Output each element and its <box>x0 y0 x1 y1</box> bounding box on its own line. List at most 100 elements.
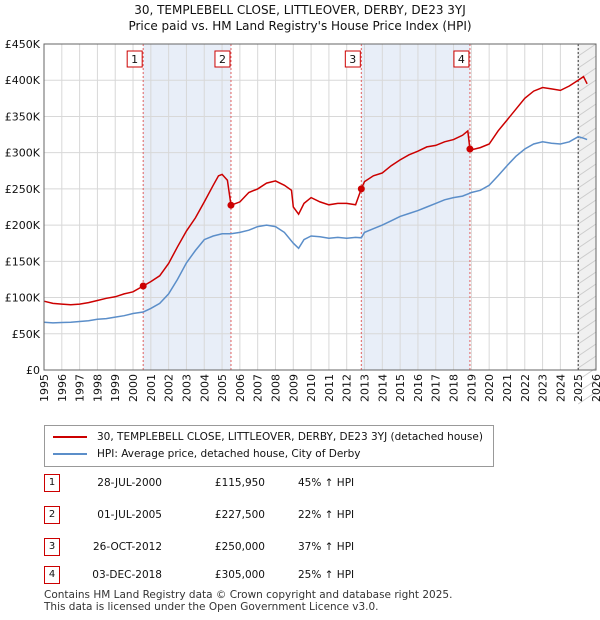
transaction-badge: 4 <box>44 566 60 584</box>
x-tick-label: 2008 <box>269 374 282 402</box>
forecast-hatch <box>577 307 597 321</box>
ownership-period-shade <box>143 44 231 370</box>
forecast-hatch <box>577 391 597 405</box>
sale-label-number: 4 <box>458 53 465 66</box>
x-tick-label: 2009 <box>287 374 300 402</box>
forecast-hatch <box>577 115 597 129</box>
transaction-row: 3 26-OCT-2012 £250,000 37% ↑ HPI <box>0 538 600 556</box>
x-tick-label: 2000 <box>127 374 140 402</box>
plot-area <box>44 44 596 370</box>
sale-label-box <box>344 50 361 68</box>
y-tick-label: £50K <box>12 328 41 341</box>
x-tick-label: 2024 <box>554 374 567 402</box>
sale-point <box>227 201 235 209</box>
transaction-date: 28-JUL-2000 <box>97 477 162 489</box>
forecast-hatch <box>577 55 597 69</box>
forecast-hatch <box>577 379 597 393</box>
legend-item-hpi: HPI: Average price, detached house, City… <box>53 446 360 462</box>
sale-point <box>357 185 365 193</box>
forecast-hatch <box>577 211 597 225</box>
x-tick-label: 2015 <box>394 374 407 402</box>
transaction-hpi: 25% ↑ HPI <box>298 569 355 581</box>
price-chart: 1 2 3 4 £0 £50K £100K £150K £200K £250K £300K £350K… <box>5 38 600 405</box>
sale-label-box <box>453 50 470 68</box>
forecast-hatch <box>577 139 597 153</box>
x-tick-label: 2002 <box>163 374 176 402</box>
transaction-date: 26-OCT-2012 <box>93 541 162 553</box>
sale-label-box <box>214 50 231 68</box>
x-tick-label: 1999 <box>109 374 122 402</box>
forecast-hatch <box>577 283 597 297</box>
forecast-hatch <box>577 247 597 261</box>
chart-legend: 30, TEMPLEBELL CLOSE, LITTLEOVER, DERBY,… <box>44 425 494 467</box>
forecast-hatch <box>577 91 597 105</box>
forecast-hatch <box>577 187 597 201</box>
transaction-price: £227,500 <box>214 509 265 521</box>
x-tick-label: 2007 <box>252 374 265 402</box>
y-tick-label: £250K <box>5 183 41 196</box>
forecast-hatch <box>577 163 597 177</box>
forecast-hatch <box>577 103 597 117</box>
transaction-row: 4 03-DEC-2018 £305,000 25% ↑ HPI <box>0 566 600 584</box>
forecast-hatch <box>577 175 597 189</box>
hpi-line <box>43 135 588 324</box>
x-tick-label: 1998 <box>91 374 104 402</box>
x-tick-label: 1997 <box>74 374 87 402</box>
transaction-hpi: 45% ↑ HPI <box>298 477 355 489</box>
sale-point <box>139 282 147 290</box>
legend-swatch-property <box>53 436 87 438</box>
sale-label-number: 3 <box>349 53 356 66</box>
transaction-badge: 3 <box>44 538 60 556</box>
footer-attribution: Contains HM Land Registry data © Crown c… <box>44 589 452 613</box>
x-tick-label: 2023 <box>537 374 550 402</box>
transaction-hpi: 37% ↑ HPI <box>298 541 355 553</box>
x-tick-label: 2010 <box>305 374 318 402</box>
legend-swatch-hpi <box>53 453 87 455</box>
x-tick-label: 2026 <box>590 374 600 402</box>
transaction-hpi: 22% ↑ HPI <box>298 509 355 521</box>
chart-title-line2: Price paid vs. HM Land Registry's House … <box>128 19 472 33</box>
x-tick-label: 2012 <box>341 374 354 402</box>
x-tick-label: 2022 <box>519 374 532 402</box>
y-tick-label: £150K <box>5 255 41 268</box>
x-tick-label: 1996 <box>56 374 69 402</box>
plot-border <box>43 43 597 371</box>
y-tick-label: £350K <box>5 110 41 123</box>
forecast-hatch <box>577 151 597 165</box>
ownership-period-shade <box>361 44 470 370</box>
y-tick-label: £300K <box>5 147 41 160</box>
x-tick-label: 2011 <box>323 374 336 402</box>
forecast-hatch <box>577 331 597 345</box>
x-tick-label: 1995 <box>38 374 51 402</box>
x-tick-label: 2020 <box>483 374 496 402</box>
forecast-hatch <box>577 343 597 357</box>
transaction-row: 1 28-JUL-2000 £115,950 45% ↑ HPI <box>0 474 600 492</box>
transaction-badge: 1 <box>44 474 60 492</box>
x-tick-label: 2017 <box>430 374 443 402</box>
footer-line1: Contains HM Land Registry data © Crown c… <box>44 589 453 601</box>
x-tick-label: 2016 <box>412 374 425 402</box>
transaction-price: £250,000 <box>214 541 265 553</box>
x-tick-label: 2004 <box>198 374 211 402</box>
forecast-hatch <box>577 43 597 57</box>
forecast-hatch <box>577 319 597 333</box>
sale-label-number: 1 <box>131 53 138 66</box>
x-tick-label: 2003 <box>180 374 193 402</box>
transaction-price: £305,000 <box>214 569 265 581</box>
x-tick-label: 2014 <box>376 374 389 402</box>
x-tick-label: 2005 <box>216 374 229 402</box>
forecast-hatch <box>577 199 597 213</box>
forecast-hatch <box>577 235 597 249</box>
sale-label-box <box>126 50 143 68</box>
transaction-date: 03-DEC-2018 <box>92 569 162 581</box>
forecast-hatch <box>577 223 597 237</box>
y-tick-label: £200K <box>5 219 41 232</box>
x-tick-label: 2019 <box>465 374 478 402</box>
forecast-region <box>578 44 596 370</box>
forecast-hatch <box>577 271 597 285</box>
transaction-date: 01-JUL-2005 <box>97 509 162 521</box>
y-tick-label: £0 <box>26 364 40 377</box>
y-tick-label: £100K <box>5 292 41 305</box>
sale-point <box>466 145 474 153</box>
legend-label-hpi: HPI: Average price, detached house, City… <box>97 448 361 460</box>
